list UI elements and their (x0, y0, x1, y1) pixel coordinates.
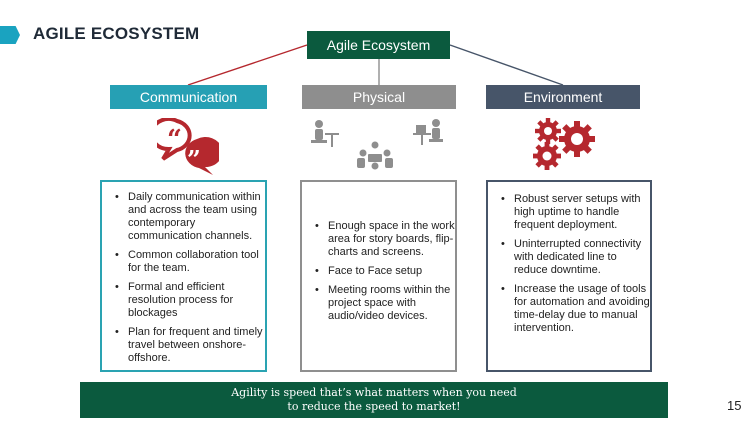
category-environment: Environment (486, 85, 640, 109)
environment-item: Robust server setups with high uptime to… (501, 193, 650, 232)
speech-bubbles-quote-icon: “ ” (157, 118, 219, 175)
communication-item: Plan for frequent and timely travel betw… (115, 326, 265, 365)
communication-item: Common collaboration tool for the team. (115, 249, 265, 275)
svg-text:”: ” (187, 145, 201, 174)
category-environment-label: Environment (523, 89, 603, 105)
page-number: 15 (727, 398, 742, 413)
category-communication-label: Communication (139, 89, 238, 105)
page-title: AGILE ECOSYSTEM (33, 24, 200, 43)
environment-item: Uninterrupted connectivity with dedicate… (501, 238, 650, 277)
people-at-workstations-icon (311, 119, 443, 170)
category-physical-label: Physical (352, 89, 406, 105)
environment-card: Robust server setups with high uptime to… (486, 180, 652, 372)
communication-item: Daily communication within and across th… (115, 191, 265, 243)
connector-environment (449, 44, 564, 86)
environment-list: Robust server setups with high uptime to… (488, 182, 650, 335)
physical-card: Enough space in the work area for story … (300, 180, 457, 372)
physical-item: Face to Face setup (315, 265, 455, 278)
communication-item: Formal and efficient resolution process … (115, 281, 265, 320)
title-accent-arrow (0, 26, 20, 44)
communication-card: Daily communication within and across th… (100, 180, 267, 372)
category-physical: Physical (302, 85, 456, 109)
svg-text:“: “ (167, 125, 182, 155)
banner-line-1: Agility is speed that’s what matters whe… (231, 386, 517, 399)
banner-line-2: to reduce the speed to market! (287, 400, 461, 413)
connector-communication (187, 44, 308, 86)
physical-list: Enough space in the work area for story … (302, 182, 455, 323)
center-node: Agile Ecosystem (307, 31, 450, 59)
physical-item: Enough space in the work area for story … (315, 220, 455, 259)
center-node-label: Agile Ecosystem (326, 37, 431, 53)
quote-banner: Agility is speed that’s what matters whe… (80, 382, 668, 418)
environment-item: Increase the usage of tools for automati… (501, 283, 650, 335)
category-communication: Communication (110, 85, 267, 109)
gears-icon (533, 118, 595, 170)
physical-item: Meeting rooms within the project space w… (315, 284, 455, 323)
communication-list: Daily communication within and across th… (102, 182, 265, 365)
